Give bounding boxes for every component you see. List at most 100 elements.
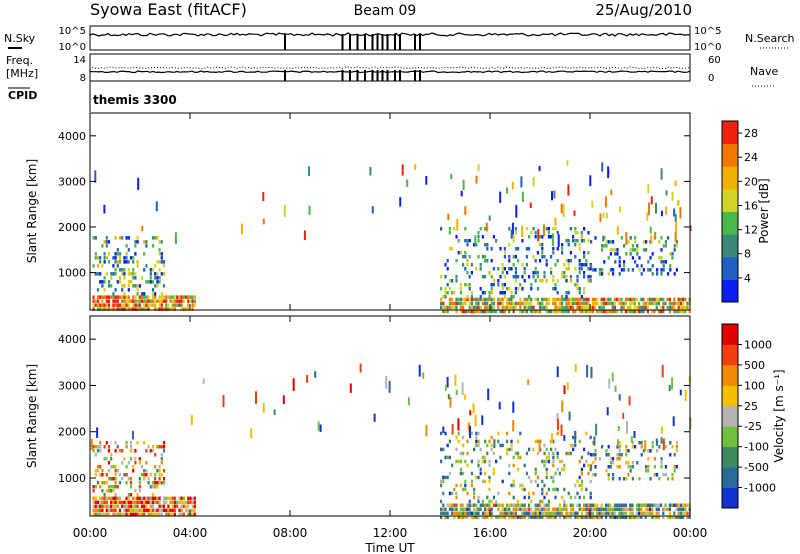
echo-cell (138, 307, 141, 311)
echo-cell (574, 227, 577, 231)
echo-cell (618, 515, 621, 519)
echo-cell (519, 431, 522, 436)
echo-cell (554, 515, 557, 519)
echo-cell (92, 236, 95, 240)
echo-cell (149, 449, 152, 453)
echo-cell (622, 412, 625, 419)
echo-cell (169, 500, 172, 505)
echo-cell (499, 275, 502, 279)
echo-cell (484, 301, 487, 306)
echo-cell (255, 391, 257, 404)
echo-cell (156, 307, 159, 311)
echo-cell (541, 243, 544, 247)
echo-cell (580, 231, 583, 235)
echo-cell (440, 507, 443, 511)
echo-cell (455, 309, 458, 314)
echo-cell (262, 403, 265, 413)
echo-cell (585, 309, 588, 314)
echo-cell (492, 305, 495, 310)
echo-cell (519, 309, 522, 314)
echo-cell (121, 295, 124, 299)
echo-cell (541, 507, 544, 511)
echo-cell (160, 256, 163, 260)
echo-cell (468, 309, 471, 314)
echo-cell (125, 465, 128, 469)
echo-cell (447, 213, 450, 221)
echo-cell (498, 401, 501, 410)
echo-cell (589, 275, 592, 279)
y-tick-label: 4000 (58, 333, 86, 346)
colorbar-swatch (722, 344, 738, 366)
echo-cell (589, 507, 592, 511)
echo-cell (627, 449, 630, 453)
echo-cell (160, 445, 163, 449)
echo-cell (114, 469, 117, 473)
echo-cell (475, 435, 478, 440)
echo-cell (578, 475, 581, 480)
echo-cell (631, 441, 634, 445)
echo-cell (464, 511, 467, 515)
echo-cell (169, 496, 172, 501)
echo-cell (143, 500, 146, 505)
noise-bottom-tick: 10^0 (59, 42, 86, 53)
echo-cell (101, 504, 104, 509)
echo-cell (154, 307, 157, 311)
echo-cell (477, 301, 480, 306)
echo-cell (440, 511, 443, 515)
echo-cell (646, 511, 649, 515)
echo-cell (440, 287, 443, 291)
echo-cell (664, 473, 667, 477)
echo-cell (627, 268, 630, 272)
colorbar-tick-label: -25 (744, 420, 762, 433)
echo-cell (594, 515, 597, 519)
echo-cell (112, 485, 115, 489)
echo-cell (552, 439, 555, 444)
echo-cell (601, 272, 604, 276)
echo-cell (528, 297, 531, 302)
echo-cell (162, 260, 166, 264)
echo-cell (578, 503, 581, 507)
echo-cell (162, 441, 166, 445)
echo-cell (624, 507, 627, 511)
echo-cell (677, 511, 680, 515)
echo-cell (145, 264, 148, 268)
echo-cell (484, 471, 487, 476)
echo-cell (110, 465, 113, 469)
echo-cell (481, 503, 484, 507)
echo-cell (151, 485, 155, 489)
echo-cell (103, 493, 106, 497)
echo-cell (642, 240, 645, 244)
echo-cell (600, 503, 603, 507)
echo-cell (477, 431, 480, 436)
echo-cell (180, 295, 183, 299)
echo-cell (127, 303, 130, 307)
echo-cell (477, 515, 480, 519)
echo-cell (495, 309, 498, 314)
echo-cell (462, 179, 465, 190)
echo-cell (112, 307, 115, 311)
echo-cell (448, 231, 451, 235)
echo-cell (651, 445, 654, 449)
echo-cell (554, 447, 557, 452)
echo-cell (173, 504, 177, 509)
echo-cell (125, 303, 128, 307)
echo-cell (541, 255, 544, 259)
echo-cell (525, 255, 528, 259)
echo-cell (158, 268, 161, 272)
echo-cell (651, 264, 654, 268)
echo-cell (576, 301, 579, 306)
echo-cell (514, 231, 517, 235)
echo-cell (671, 192, 674, 201)
echo-cell (578, 263, 581, 267)
echo-cell (609, 240, 612, 244)
echo-cell (114, 260, 117, 264)
echo-cell (474, 235, 477, 245)
echo-cell (160, 453, 163, 457)
echo-cell (149, 276, 152, 280)
echo-cell (101, 489, 104, 493)
echo-cell (576, 511, 579, 515)
echo-cell (145, 240, 148, 244)
echo-cell (673, 248, 676, 252)
echo-cell (444, 455, 447, 460)
echo-cell (121, 449, 124, 453)
